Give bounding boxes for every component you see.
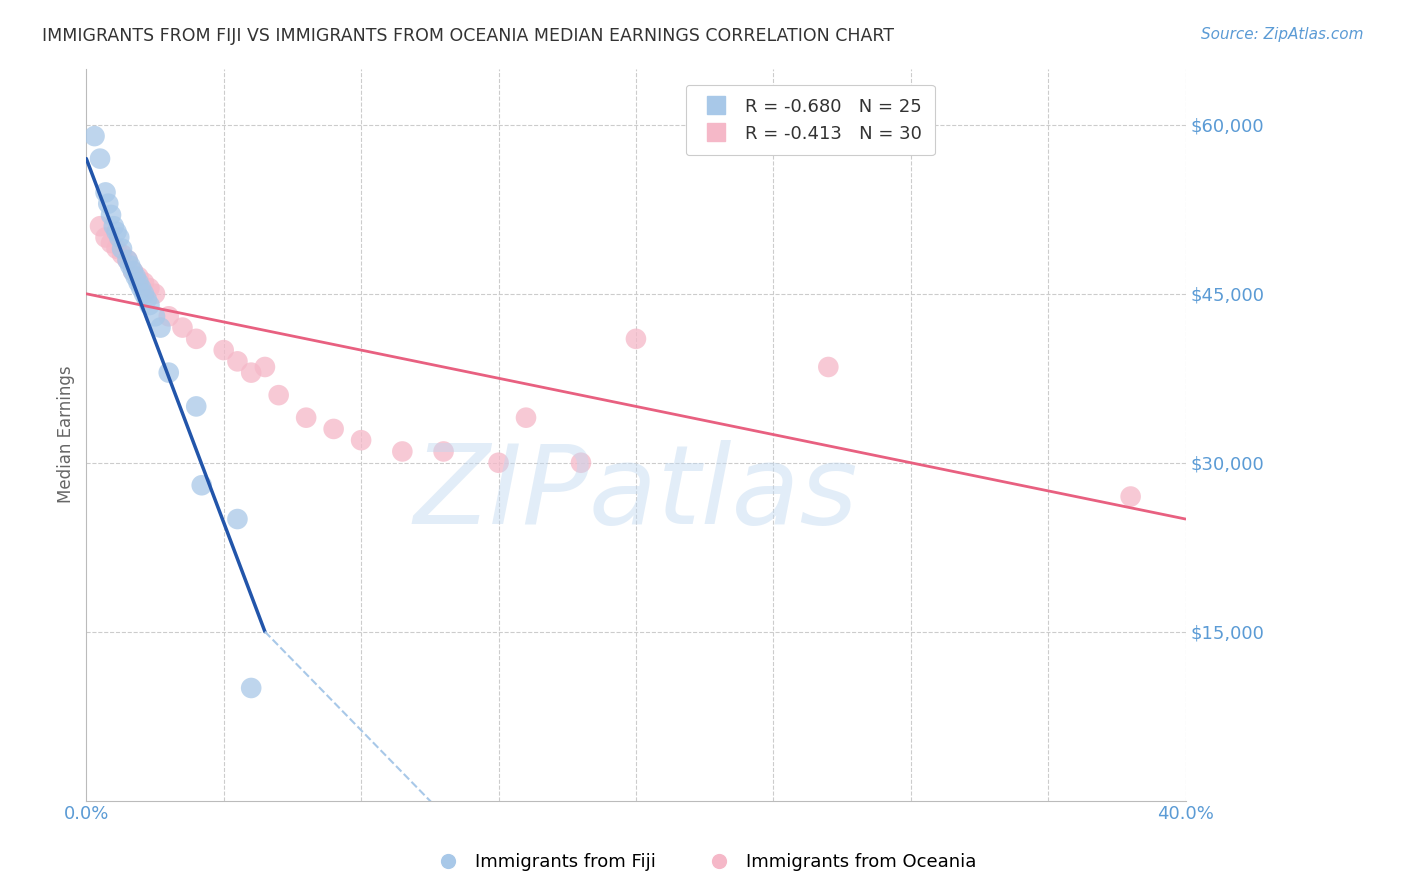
Point [100, 208, 122, 222]
Point [322, 422, 344, 436]
Point [149, 320, 172, 334]
Point [138, 281, 160, 295]
Point [488, 456, 510, 470]
Point [190, 478, 212, 492]
Point [128, 276, 150, 290]
Point [186, 332, 208, 346]
Point [100, 236, 122, 251]
Text: Source: ZipAtlas.com: Source: ZipAtlas.com [1201, 27, 1364, 42]
Point [111, 242, 134, 256]
Point [105, 242, 128, 256]
Point [122, 264, 145, 278]
Point [97, 196, 120, 211]
Point [624, 332, 647, 346]
Point [350, 433, 373, 447]
Point [132, 286, 155, 301]
Point [111, 247, 134, 261]
Point [432, 444, 454, 458]
Point [138, 298, 160, 312]
Point [89, 152, 111, 166]
Point [253, 359, 276, 374]
Point [132, 276, 155, 290]
Point [108, 230, 131, 244]
Point [172, 320, 194, 334]
Point [105, 225, 128, 239]
Point [569, 456, 592, 470]
Point [212, 343, 235, 357]
Legend: R = -0.680   N = 25, R = -0.413   N = 30: R = -0.680 N = 25, R = -0.413 N = 30 [686, 85, 935, 155]
Y-axis label: Median Earnings: Median Earnings [58, 366, 75, 503]
Point [117, 252, 139, 267]
Point [143, 310, 166, 324]
Point [515, 410, 537, 425]
Text: IMMIGRANTS FROM FIJI VS IMMIGRANTS FROM OCEANIA MEDIAN EARNINGS CORRELATION CHAR: IMMIGRANTS FROM FIJI VS IMMIGRANTS FROM … [42, 27, 894, 45]
Text: ZIPatlas: ZIPatlas [413, 440, 858, 547]
Point [103, 219, 125, 234]
Point [89, 219, 111, 234]
Point [94, 230, 117, 244]
Point [129, 281, 152, 295]
Point [122, 264, 145, 278]
Point [240, 681, 263, 695]
Point [157, 310, 180, 324]
Point [157, 366, 180, 380]
Legend: Immigrants from Fiji, Immigrants from Oceania: Immigrants from Fiji, Immigrants from Oc… [422, 847, 984, 879]
Point [391, 444, 413, 458]
Point [135, 293, 157, 307]
Point [117, 252, 139, 267]
Point [267, 388, 290, 402]
Point [295, 410, 318, 425]
Point [1119, 490, 1142, 504]
Point [240, 366, 263, 380]
Point [226, 512, 249, 526]
Point [83, 129, 105, 144]
Point [94, 186, 117, 200]
Point [186, 400, 208, 414]
Point [125, 269, 148, 284]
Point [120, 259, 142, 273]
Point [143, 286, 166, 301]
Point [817, 359, 839, 374]
Point [128, 269, 150, 284]
Point [226, 354, 249, 368]
